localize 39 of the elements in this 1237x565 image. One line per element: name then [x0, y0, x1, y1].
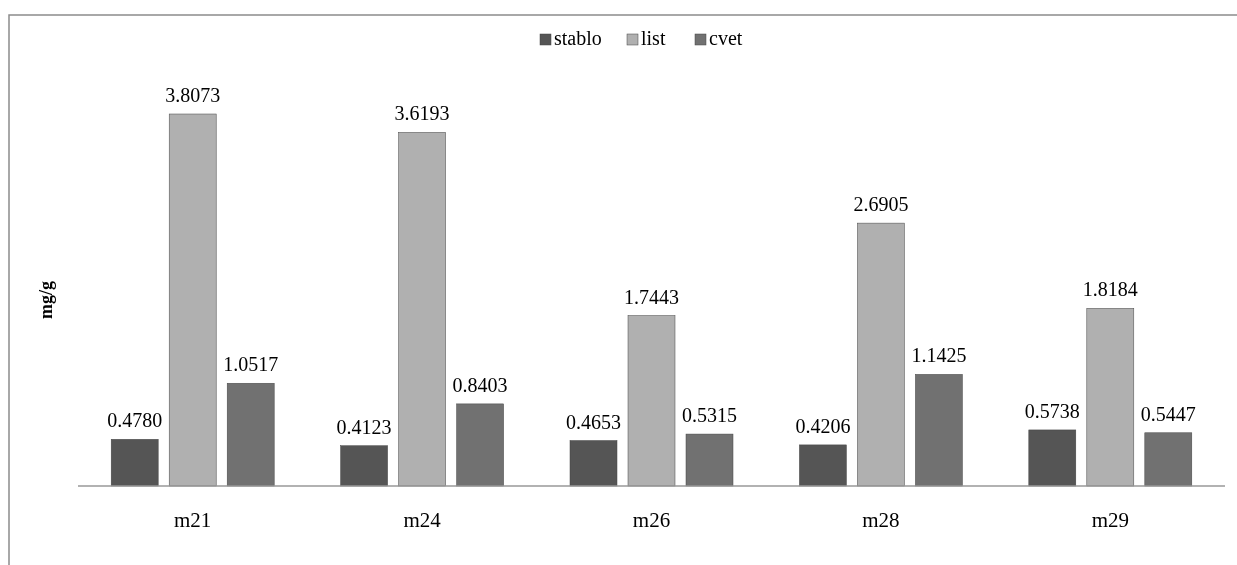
legend-label: stablo	[554, 27, 602, 49]
bar	[1086, 308, 1135, 487]
bar	[799, 444, 847, 487]
bar	[456, 403, 504, 487]
bar	[1028, 429, 1077, 487]
bar	[685, 433, 734, 487]
data-label: 0.8403	[452, 373, 508, 396]
bar	[168, 113, 217, 487]
data-label: 0.4653	[566, 410, 621, 433]
data-label: 1.7443	[624, 285, 679, 308]
data-label: 2.6905	[853, 193, 909, 216]
data-label: 0.5315	[682, 404, 737, 427]
bar	[110, 439, 159, 487]
data-label: 1.8184	[1082, 278, 1138, 301]
bar	[569, 440, 618, 487]
legend-label: cvet	[709, 27, 743, 49]
y-axis-title: mg/g	[36, 281, 56, 319]
bar	[627, 315, 676, 487]
data-label: 1.0517	[223, 353, 279, 376]
bar	[226, 382, 275, 487]
x-tick-label: m21	[174, 508, 212, 532]
bar	[915, 374, 963, 487]
bar	[340, 445, 388, 487]
bar	[398, 132, 446, 487]
x-tick-label: m26	[632, 508, 671, 532]
data-label: 1.1425	[911, 344, 967, 367]
data-label: 0.4780	[107, 409, 163, 432]
x-tick-label: m29	[1091, 508, 1129, 532]
x-tick-label: m24	[403, 508, 442, 532]
data-label: 0.5447	[1140, 402, 1196, 425]
bar	[1144, 432, 1193, 487]
x-tick-label: m28	[862, 508, 900, 532]
data-label: 0.5738	[1024, 399, 1080, 422]
data-label: 3.6193	[394, 102, 450, 125]
bar	[857, 222, 905, 487]
data-label: 0.4206	[795, 414, 851, 437]
legend-label: list	[641, 27, 666, 49]
data-label: 3.8073	[165, 84, 221, 106]
data-label: 0.4123	[336, 415, 392, 438]
